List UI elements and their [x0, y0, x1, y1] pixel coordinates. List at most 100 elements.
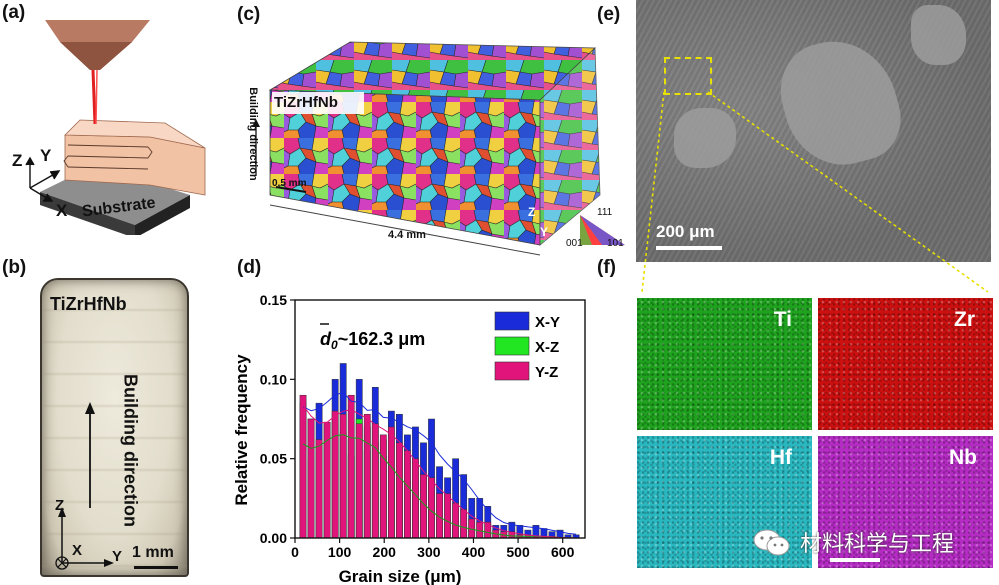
legend-label-y-z: Y-Z — [535, 364, 558, 381]
scale-bar-f — [830, 558, 880, 562]
bar-y-z-7 — [355, 423, 363, 539]
fit-curve-x-y — [302, 391, 577, 535]
alloy-label-bg-c — [272, 92, 364, 114]
ipf-label-111: 111 — [597, 207, 613, 218]
direction-arrow-c — [252, 119, 260, 176]
x-axis-label: Grain size (μm) — [339, 567, 462, 585]
legend-swatch-x-y — [494, 311, 530, 331]
bar-y-z-10 — [379, 434, 387, 539]
axis-y-a: Y — [40, 146, 52, 165]
scale-bar-e — [656, 246, 722, 250]
panel-e-sem: 200 μm — [636, 0, 991, 262]
ipf-label-101: 101 — [607, 238, 624, 249]
ebsd-top-face — [268, 41, 596, 101]
bar-y-z-16 — [428, 477, 435, 539]
panel-c-ebsd — [268, 41, 625, 256]
x-tick-label: 400 — [462, 544, 486, 560]
bar-y-z-18 — [444, 493, 451, 539]
plot-frame — [294, 299, 586, 539]
fit-curve-y-z — [302, 405, 577, 539]
bar-y-z-1 — [307, 418, 315, 539]
bar-y-z-0 — [299, 394, 307, 539]
panel-a-schematic — [25, 20, 206, 235]
watermark: 材料科学与工程 — [752, 526, 954, 558]
bar-y-z-20 — [460, 509, 468, 539]
panel-b-layers — [42, 280, 187, 575]
alloy-label-c: TiZrHfNb — [274, 94, 338, 111]
axes-a — [25, 156, 61, 202]
deposit-top — [64, 119, 206, 149]
zoom-guide-lines — [641, 91, 989, 293]
axis-z-b: Z — [55, 497, 65, 514]
scale-label-b: 1 mm — [132, 544, 174, 561]
legend-swatch-x-z — [494, 336, 530, 356]
eds-label-hf: Hf — [769, 446, 792, 469]
x-tick-label: 100 — [328, 544, 352, 560]
bar-y-z-11 — [387, 426, 395, 539]
x-tick-label: 500 — [506, 544, 530, 560]
scan-paths — [63, 144, 153, 170]
axes-b — [55, 507, 114, 570]
bar-y-z-13 — [404, 450, 411, 539]
substrate-front — [40, 192, 135, 235]
panel-label-c: (c) — [237, 4, 261, 25]
fit-curve-x-z — [302, 434, 577, 539]
scale-bar-c — [275, 186, 307, 193]
plot-bars — [299, 363, 580, 539]
y-tick-label: 0.10 — [260, 371, 287, 387]
plot-axes: 0 100 200 300 400 500 600 0.00 0.05 0.10 0.15 — [260, 292, 586, 560]
watermark-text: 材料科学与工程 — [800, 532, 955, 557]
bar-y-z-12 — [396, 442, 403, 539]
eds-map-zr: Zr — [818, 298, 993, 430]
ebsd-side-face — [539, 47, 601, 246]
panel-label-d: (d) — [237, 257, 262, 278]
panel-label-e: (e) — [597, 4, 621, 25]
axis-x-b: X — [72, 542, 83, 559]
sem-highlight-box — [664, 57, 712, 95]
eds-map-hf: Hf — [637, 436, 812, 568]
legend-label-x-y: X-Y — [535, 314, 560, 331]
bar-y-z-14 — [412, 458, 419, 539]
mean-grain-annotation: d0~162.3 μm — [320, 329, 425, 352]
length-label-c: 4.4 mm — [388, 229, 426, 241]
eds-label-nb: Nb — [949, 446, 977, 469]
y-tick-label: 0.05 — [260, 451, 287, 467]
bar-y-z-9 — [371, 423, 379, 539]
plot-curves — [302, 391, 577, 539]
panel-b-photo — [40, 278, 189, 577]
legend-label-x-z: X-Z — [535, 339, 559, 356]
bar-y-z-5 — [339, 413, 347, 539]
wechat-icon — [753, 529, 790, 556]
legend-swatch-y-z — [494, 361, 530, 381]
x-tick-label: 300 — [417, 544, 441, 560]
bar-y-z-6 — [347, 394, 355, 539]
eds-map-ti: Ti — [637, 298, 812, 430]
panel-label-f: (f) — [597, 257, 616, 278]
scale-label-e: 200 μm — [656, 222, 715, 241]
bar-y-z-19 — [452, 502, 459, 539]
y-tick-label: 0.15 — [260, 292, 287, 308]
x-tick-label: 0 — [291, 544, 299, 560]
scale-label-c: 0.5 mm — [272, 178, 307, 189]
panel-label-a: (a) — [2, 2, 26, 23]
direction-arrow-b — [85, 402, 95, 508]
nozzle-shade — [60, 42, 132, 70]
ipf-label-001: 001 — [566, 238, 583, 249]
y-tick-label: 0.00 — [260, 530, 287, 546]
direction-label-b: Building direction — [120, 374, 141, 527]
y-axis-label: Relative frequency — [232, 354, 251, 506]
laser-beam-core — [95, 69, 98, 125]
eds-label-ti: Ti — [773, 308, 792, 331]
sem-grain-top — [911, 5, 966, 65]
axis-z-c: Z — [528, 205, 536, 219]
eds-map-nb: Nb — [818, 436, 993, 568]
x-tick-label: 600 — [551, 544, 575, 560]
panel-label-b: (b) — [2, 257, 27, 278]
axis-z-a: Z — [12, 151, 23, 170]
axis-y-b: Y — [112, 548, 123, 565]
substrate-side — [135, 195, 190, 235]
bar-y-z-2 — [315, 439, 323, 539]
axis-y-c: Y — [540, 225, 549, 239]
bar-y-z-4 — [331, 410, 339, 539]
